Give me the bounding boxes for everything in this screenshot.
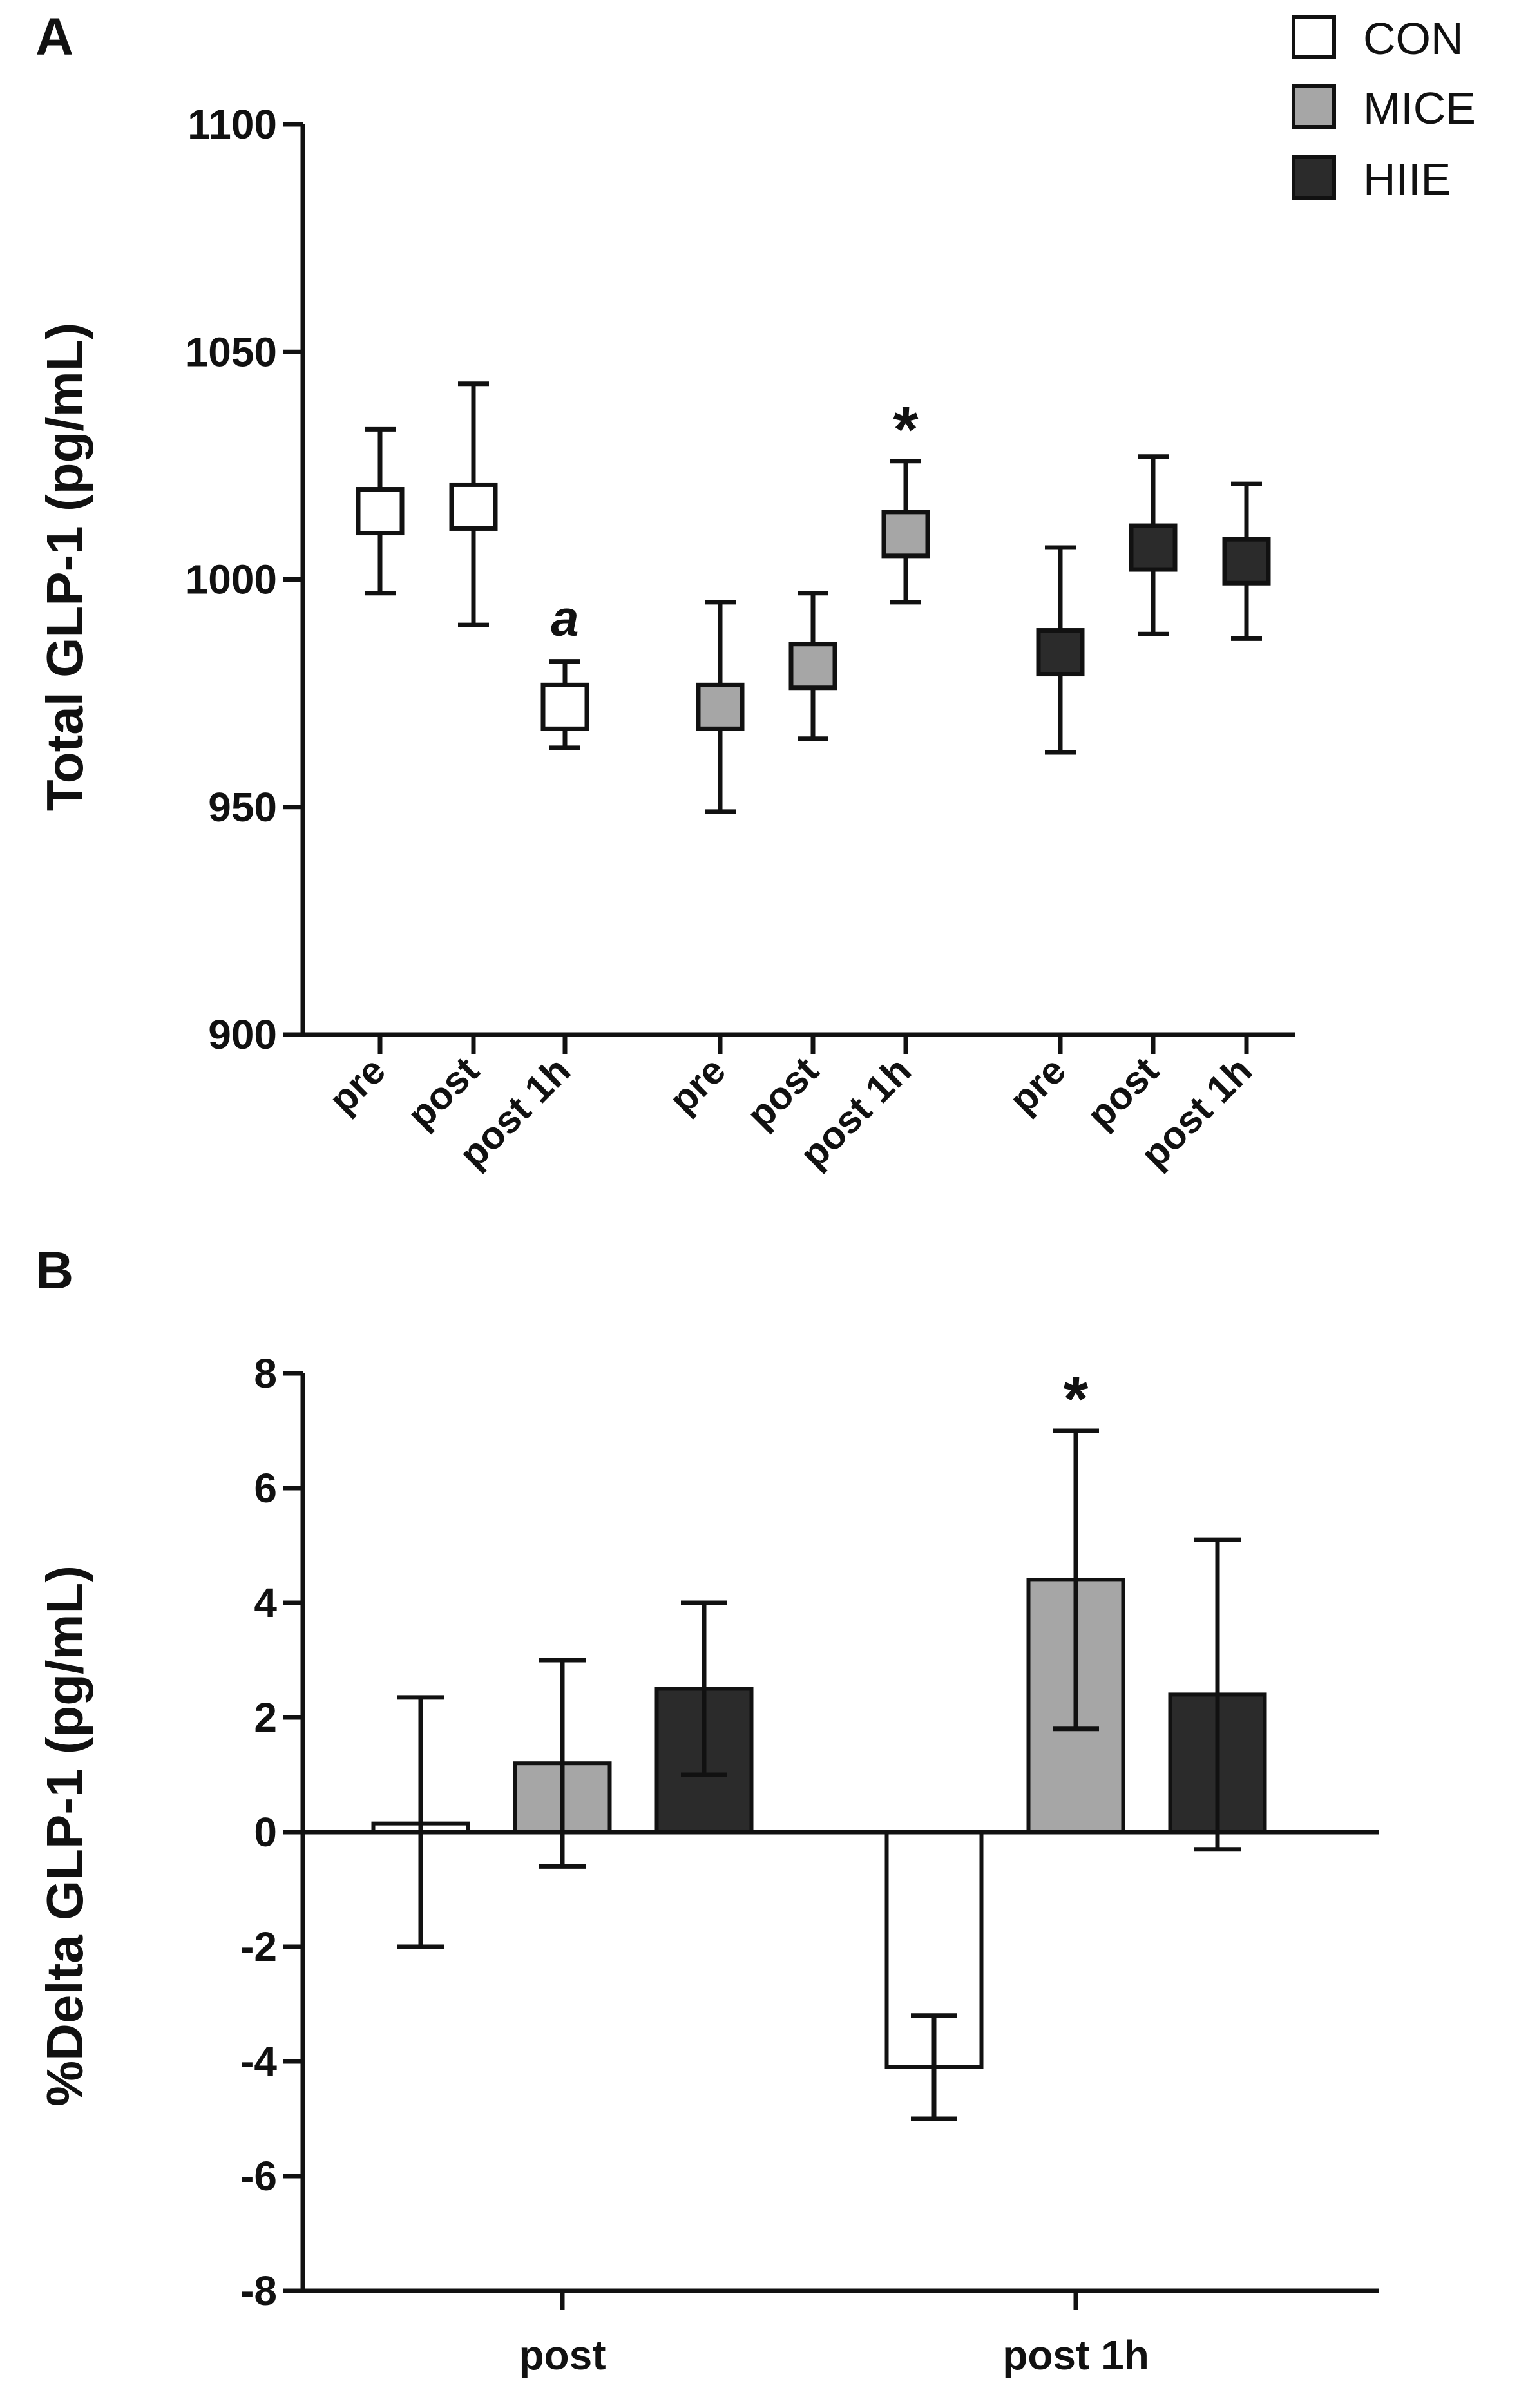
panel-a-x-tick-label: pre [321,1049,394,1122]
panel-a-con-pre-marker [356,487,405,536]
panel-a-hiie-pre-marker [1036,628,1085,677]
panel-b-y-tick-label: 0 [254,1809,277,1855]
panel-b-y-tick-label: -2 [240,1924,277,1970]
panel-a-y-axis-title: Total GLP-1 (pg/mL) [36,323,93,811]
panel-b-y-tick-label: 2 [254,1694,277,1741]
panel-a-letter: A [35,8,73,66]
panel-b-y-tick-label: 4 [254,1580,277,1626]
panel-a-mice-pre-marker [696,682,745,731]
panel-a-x-tick-label: pre [1001,1049,1074,1122]
legend-item-con: CON [1292,14,1464,64]
legend-item-hiie: HIIE [1292,154,1451,204]
panel-a-x-tick-label: pre [661,1049,734,1122]
panel-a-y-tick-label: 950 [208,784,277,830]
panel-b-y-tick-label: 8 [254,1350,277,1397]
panel-a-con-post-1h-marker [540,682,589,731]
legend-label-hiie: HIIE [1363,154,1451,204]
legend-label-mice: MICE [1363,83,1476,133]
panel-a-mice-post-1h-marker [881,510,930,559]
panel-b-y-tick-label: 6 [254,1465,277,1511]
panel-a-y-tick-label: 1050 [186,329,277,375]
panel-b-axes: -8 -6 -4 -2 0 2 4 6 8 post post 1h [240,1350,1379,2378]
panel-b-x-tick-label: post 1h [1002,2332,1149,2378]
panel-a-annotation-a: a [551,590,578,647]
panel-a-y-tick-label: 1100 [187,101,277,148]
legend-swatch-hiie [1292,155,1336,200]
panel-b: B %Delta GLP-1 (pg/mL) -8 -6 -4 -2 0 2 4 6 8 post… [35,1241,1379,2378]
panel-b-x-tick-label: post [519,2332,606,2378]
panel-b-con-post-1h-bar [884,1830,984,2069]
panel-b-marks: * [303,1363,1379,2121]
panel-a-hiie-post-marker [1129,523,1178,572]
panel-b-y-tick-label: -4 [240,2038,277,2085]
panel-a-y-tick-label: 1000 [186,557,277,603]
panel-a-x-tick-label: post [1078,1049,1167,1137]
panel-a-con-post-marker [449,482,498,531]
panel-b-y-tick-label: -8 [240,2268,277,2314]
legend: CON MICE HIIE [1292,14,1476,204]
panel-a-hiie-post-1h-marker [1222,537,1271,586]
panel-b-y-tick-label: -6 [240,2153,277,2199]
panel-a: A Total GLP-1 (pg/mL) 900 950 1000 1050 1100… [35,8,1295,1176]
panel-a-annotation-asterisk: * [893,394,919,466]
legend-swatch-con [1292,15,1336,59]
legend-item-mice: MICE [1292,83,1476,133]
panel-b-annotation-asterisk: * [1064,1363,1089,1435]
panel-a-y-tick-label: 900 [208,1011,277,1058]
panel-b-y-axis-title: %Delta GLP-1 (pg/mL) [36,1565,93,2107]
legend-label-con: CON [1363,14,1464,64]
panel-a-mice-post-marker [788,642,837,691]
legend-swatch-mice [1292,84,1336,129]
panel-b-letter: B [35,1241,73,1300]
panel-a-marks: a* [356,381,1271,814]
